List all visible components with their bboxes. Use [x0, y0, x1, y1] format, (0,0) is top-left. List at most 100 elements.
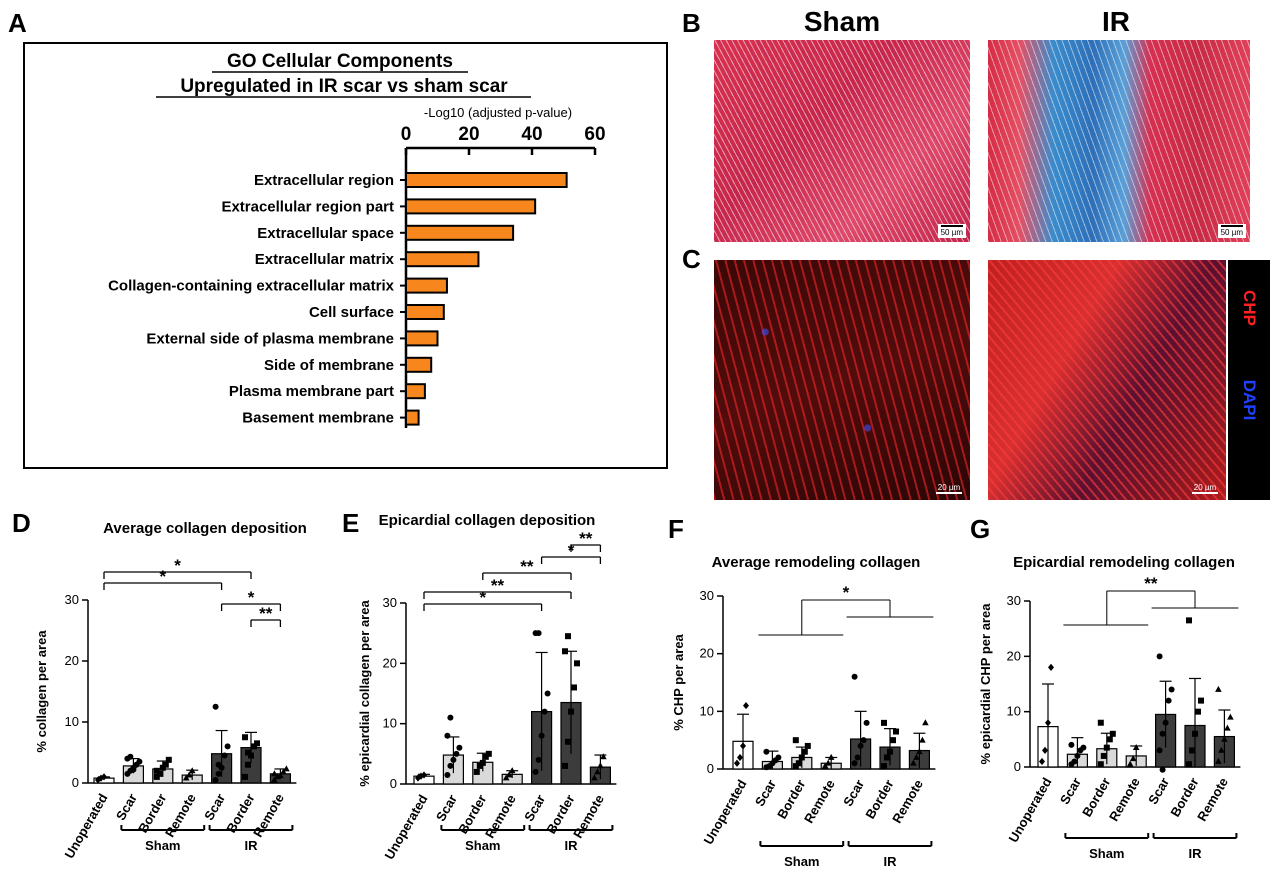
data-point	[418, 772, 424, 780]
data-point	[479, 759, 486, 766]
bar	[269, 773, 291, 784]
bar	[413, 775, 435, 785]
go-bar	[405, 330, 439, 347]
y-tick-label: 0	[1014, 759, 1021, 774]
x-category-label: Border	[862, 777, 896, 821]
data-point	[1042, 746, 1048, 754]
dapi-channel-label: DAPI	[1240, 379, 1259, 421]
scale-bar-c-sham: 20 µm	[936, 483, 962, 494]
y-tick-label: 20	[65, 653, 79, 668]
data-point	[854, 754, 861, 761]
data-point	[1097, 761, 1104, 768]
data-point	[827, 753, 835, 760]
y-tick-label: 20	[1007, 648, 1021, 663]
data-point	[792, 737, 799, 744]
data-point	[766, 763, 773, 770]
bar	[1213, 735, 1236, 768]
data-point	[734, 759, 740, 767]
go-category-label: Extracellular region part	[221, 198, 394, 215]
data-point	[450, 756, 457, 763]
data-point	[1224, 724, 1231, 731]
bar	[849, 738, 872, 770]
data-point	[1109, 730, 1116, 737]
data-point	[95, 776, 101, 784]
x-category-label: Scar	[752, 777, 779, 809]
data-point	[215, 761, 222, 768]
data-point	[535, 756, 542, 763]
y-tick-label: 30	[1007, 593, 1021, 608]
x-category-label: Scar	[433, 792, 460, 824]
data-point	[910, 759, 917, 766]
chart-g: Epicardial remodeling collagen 0 10 20 30 % e…	[978, 554, 1241, 861]
data-point	[482, 753, 489, 760]
data-point	[881, 719, 887, 726]
data-point	[1186, 617, 1192, 624]
chp-channel-label: CHP	[1240, 290, 1259, 326]
data-point	[804, 742, 811, 749]
data-point	[1048, 663, 1054, 671]
data-point	[763, 748, 770, 755]
x-category-label: Remote	[482, 792, 519, 841]
data-point	[415, 774, 421, 782]
significance-label: *	[568, 541, 575, 560]
x-category-label: Unoperated	[700, 777, 749, 847]
panel-letter-a: A	[8, 8, 27, 38]
data-point	[124, 755, 131, 762]
data-point	[254, 740, 260, 747]
data-point	[1165, 697, 1172, 704]
bar	[1096, 748, 1118, 768]
data-point	[453, 750, 460, 757]
data-point	[444, 732, 451, 739]
data-point	[887, 748, 893, 755]
data-point	[1162, 719, 1169, 726]
x-category-label: Scar	[201, 791, 228, 823]
x-category-label: Remote	[801, 777, 838, 826]
data-point	[1045, 719, 1051, 727]
data-point	[98, 774, 104, 782]
y-tick-label: 30	[383, 595, 397, 610]
x-category-label: Border	[543, 792, 577, 836]
data-point	[801, 748, 808, 755]
panel-letter-d: D	[12, 508, 31, 538]
data-point	[1100, 752, 1107, 759]
data-point	[538, 732, 545, 739]
chart-title: Average collagen deposition	[103, 520, 307, 537]
panel-letter-f: F	[668, 514, 684, 544]
x-category-label: Border	[774, 777, 808, 821]
data-point	[473, 768, 480, 775]
data-point	[1106, 736, 1113, 743]
data-point	[532, 630, 539, 637]
data-point	[795, 760, 802, 767]
data-point	[444, 771, 451, 778]
bar	[1154, 713, 1177, 768]
bar	[211, 753, 233, 784]
bar	[732, 740, 754, 770]
data-point	[185, 771, 193, 778]
go-category-label: Collagen-containing extracellular matrix	[108, 278, 395, 295]
data-point	[541, 708, 548, 715]
data-point	[562, 762, 568, 769]
go-axis-label: -Log10 (adjusted p-value)	[424, 105, 572, 120]
data-point	[863, 719, 870, 726]
bar	[181, 774, 203, 784]
go-x-tick-label: 0	[401, 124, 412, 145]
bar	[1066, 753, 1089, 768]
panel-letter-c: C	[682, 244, 701, 274]
data-point	[591, 774, 598, 781]
y-axis-label: % epicardial CHP per area	[978, 603, 993, 765]
data-point	[913, 753, 920, 760]
chp-sham-image: 20 µm	[714, 260, 970, 500]
data-point	[763, 764, 770, 771]
group-label: IR	[245, 838, 259, 853]
data-point	[485, 750, 492, 757]
go-chart-frame	[23, 42, 668, 469]
data-point	[1097, 719, 1104, 726]
data-point	[821, 762, 829, 769]
data-point	[182, 774, 190, 781]
x-category-label: Border	[455, 792, 489, 836]
y-tick-label: 10	[700, 703, 714, 718]
data-point	[922, 719, 929, 726]
group-label: IR	[1189, 846, 1203, 861]
bar	[472, 761, 494, 785]
data-point	[1159, 766, 1166, 773]
